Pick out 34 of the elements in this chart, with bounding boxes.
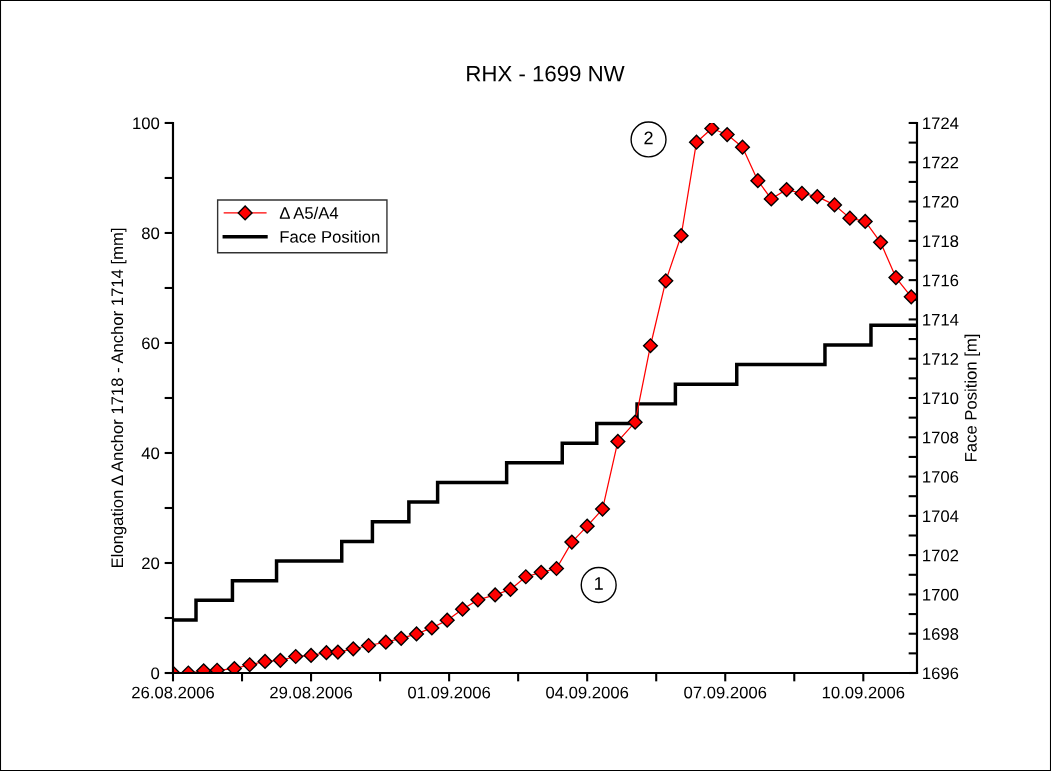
x-tick-label: 07.09.2006 xyxy=(684,686,767,699)
y2-tick-label: 1722 xyxy=(923,156,959,169)
legend-label: Δ A5/A4 xyxy=(279,206,339,219)
y2-tick-label: 1708 xyxy=(923,431,959,444)
y-tick-label: 100 xyxy=(133,117,160,130)
y2-tick-label: 1716 xyxy=(923,274,959,287)
y2-tick-label: 1724 xyxy=(923,117,959,130)
x-tick-label: 10.09.2006 xyxy=(822,686,905,699)
y2-tick-label: 1714 xyxy=(923,313,959,326)
y2-tick-label: 1696 xyxy=(923,667,959,680)
y2-tick-label: 1702 xyxy=(923,549,959,562)
chart-title: RHX - 1699 NW xyxy=(467,65,625,82)
y2-tick-label: 1712 xyxy=(923,353,959,365)
annotation: 2 xyxy=(644,131,653,145)
x-tick-label: 01.09.2006 xyxy=(408,686,491,699)
y2-tick-label: 1720 xyxy=(923,195,959,208)
annotation: 1 xyxy=(595,577,603,590)
y2-tick-label: 1698 xyxy=(923,628,959,640)
y-tick-label: 60 xyxy=(142,337,160,350)
x-tick-label: 04.09.2006 xyxy=(546,686,629,699)
y2-axis-title: Face Position [m] xyxy=(964,334,981,461)
y-tick-label: 20 xyxy=(142,557,160,570)
y-tick-label: 80 xyxy=(141,227,160,240)
x-tick-label: 29.08.2006 xyxy=(270,686,353,699)
y2-tick-label: 1706 xyxy=(923,470,959,483)
y2-tick-label: 1710 xyxy=(923,392,959,405)
y2-tick-label: 1700 xyxy=(923,588,959,601)
x-tick-label: 26.08.2006 xyxy=(132,686,214,699)
y-axis-title: Elongation Δ Anchor 1718 - Anchor 1714 [mm] xyxy=(110,228,127,568)
y2-tick-label: 1718 xyxy=(923,235,959,248)
y2-tick-label: 1704 xyxy=(923,510,959,523)
y-tick-label: 40 xyxy=(141,447,160,460)
y-tick-label: 0 xyxy=(151,667,160,680)
legend-label: Face Position xyxy=(280,230,380,243)
